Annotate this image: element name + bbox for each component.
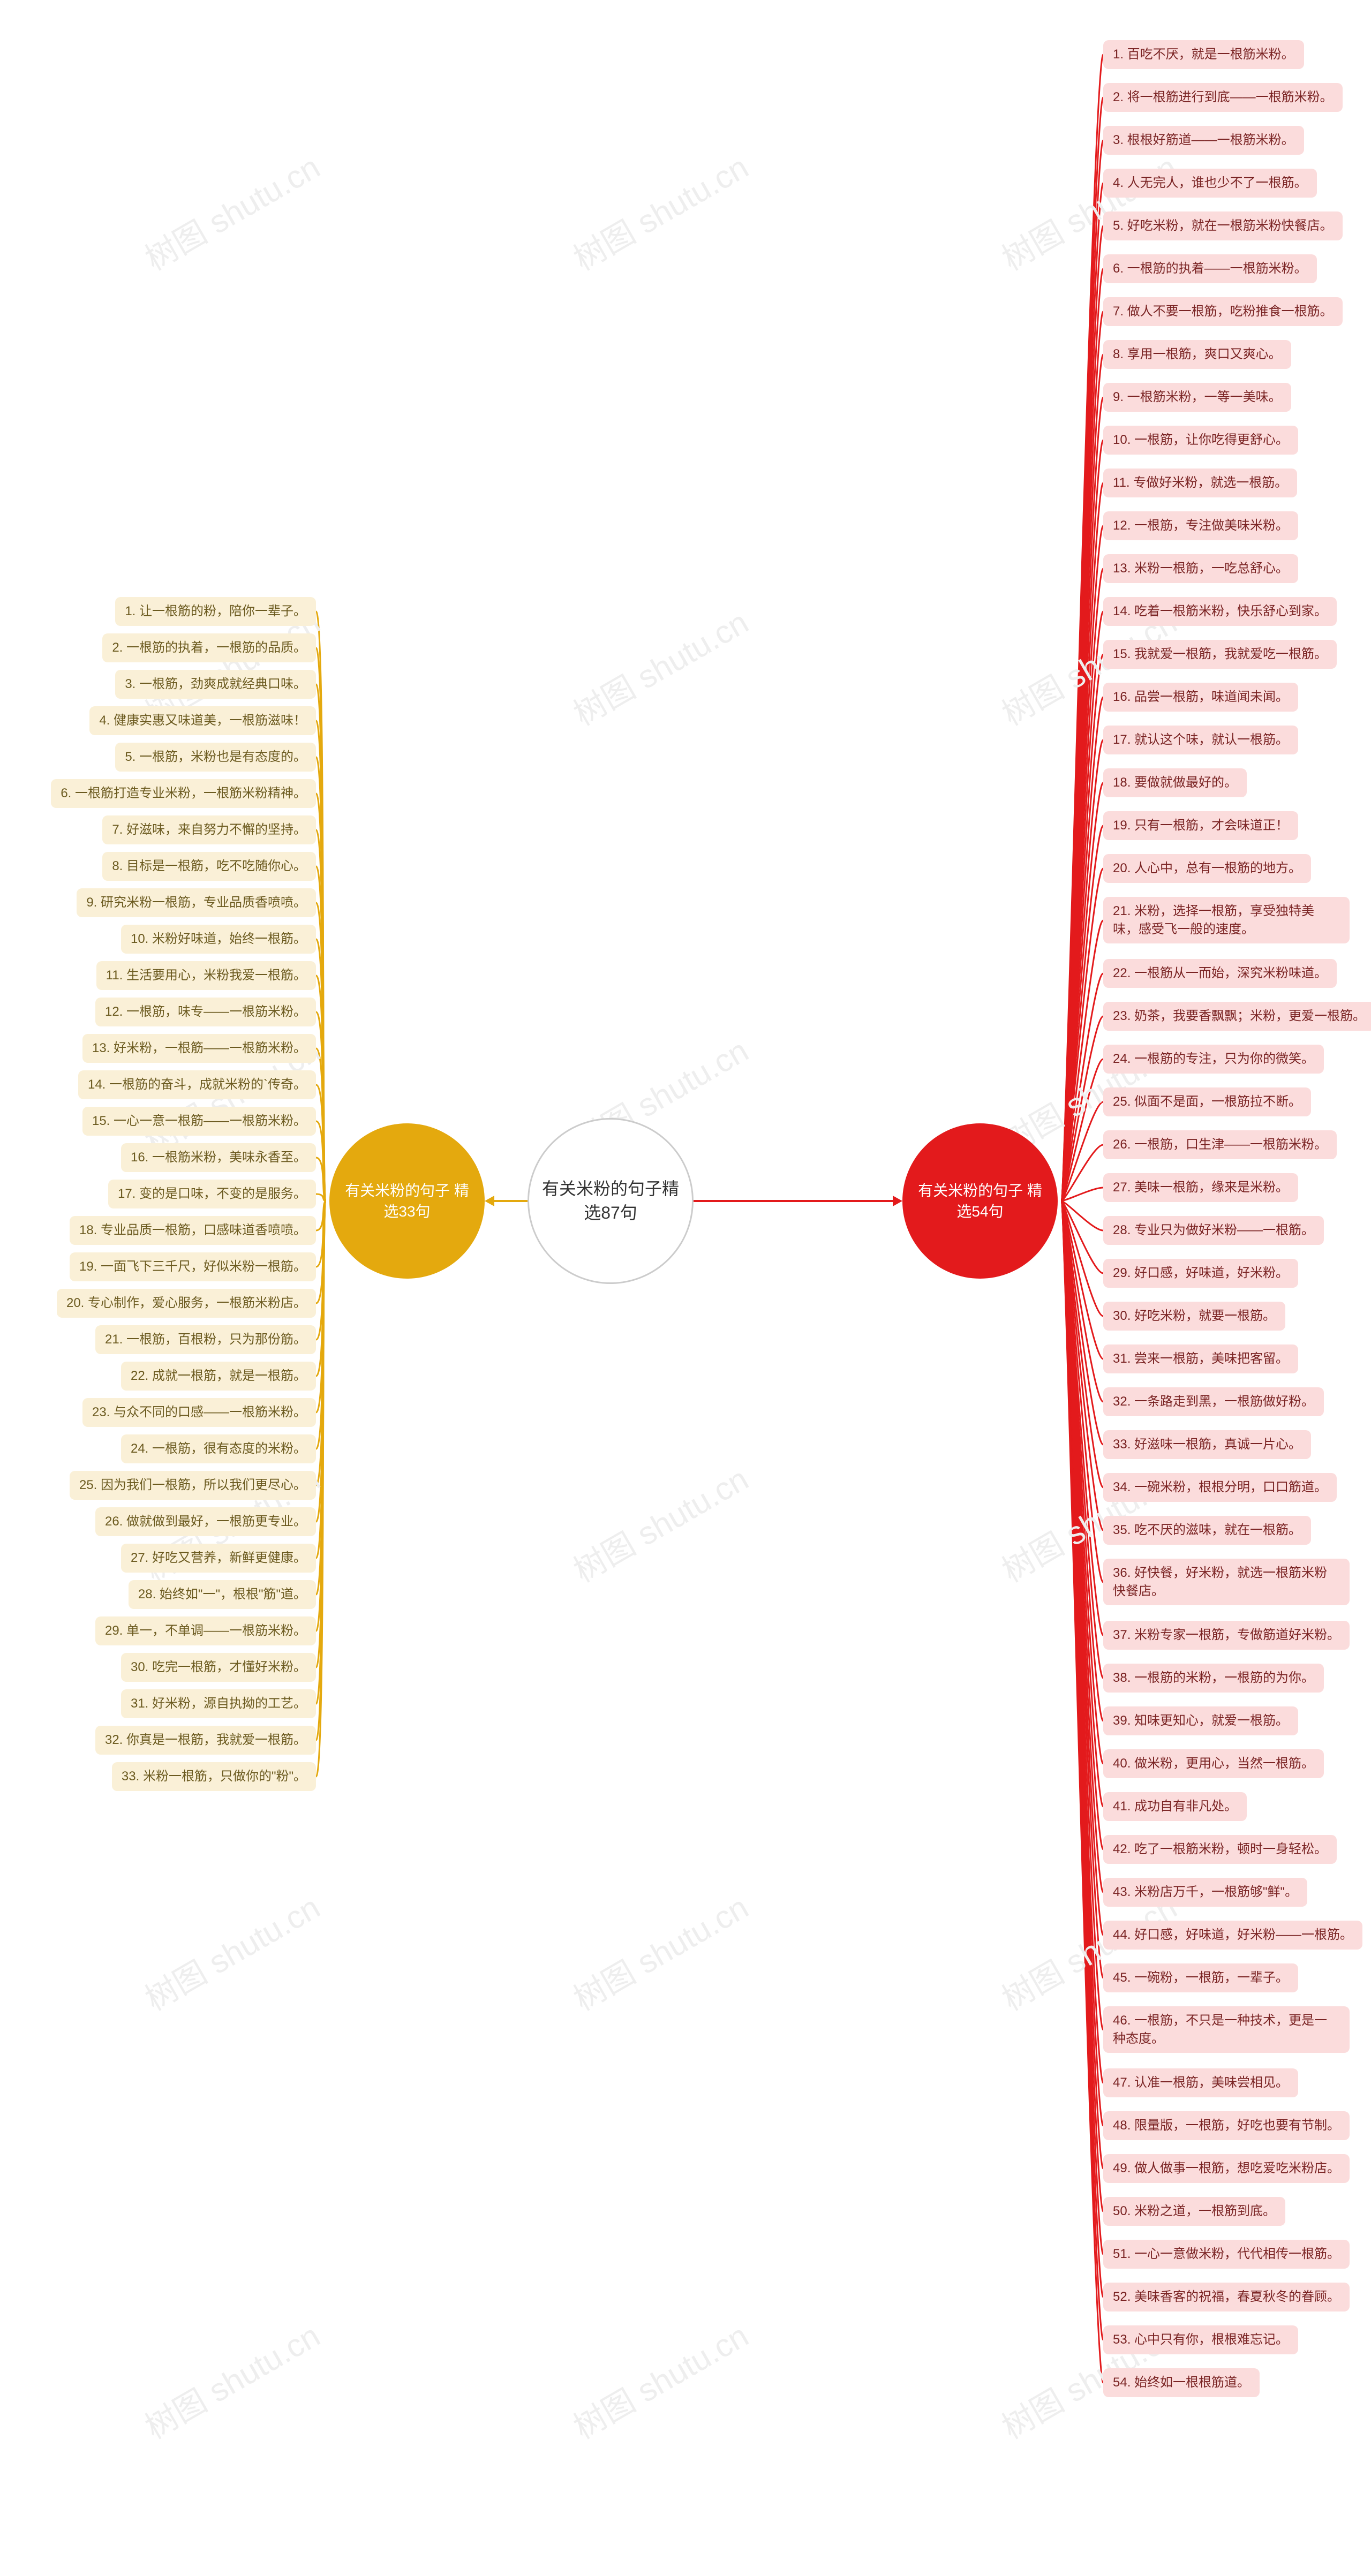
- left-leaf[interactable]: 24. 一根筋，很有态度的米粉。: [121, 1434, 316, 1463]
- left-leaf[interactable]: 26. 做就做到最好，一根筋更专业。: [95, 1507, 316, 1536]
- left-leaf[interactable]: 14. 一根筋的奋斗，成就米粉的`传奇。: [78, 1070, 316, 1099]
- left-leaf[interactable]: 3. 一根筋，劲爽成就经典口味。: [115, 670, 316, 699]
- right-leaf[interactable]: 9. 一根筋米粉，一等一美味。: [1103, 383, 1291, 412]
- left-leaf[interactable]: 23. 与众不同的口感——一根筋米粉。: [82, 1398, 316, 1427]
- root-node[interactable]: 有关米粉的句子精选87句: [528, 1118, 694, 1284]
- right-leaf[interactable]: 42. 吃了一根筋米粉，顿时一身轻松。: [1103, 1835, 1337, 1864]
- right-leaf[interactable]: 11. 专做好米粉，就选一根筋。: [1103, 469, 1297, 497]
- right-leaf[interactable]: 26. 一根筋，口生津——一根筋米粉。: [1103, 1130, 1337, 1159]
- right-leaf[interactable]: 38. 一根筋的米粉，一根筋的为你。: [1103, 1664, 1324, 1693]
- right-leaf[interactable]: 18. 要做就做最好的。: [1103, 768, 1247, 797]
- left-leaf[interactable]: 18. 专业品质一根筋，口感味道香喷喷。: [70, 1216, 316, 1245]
- right-branch-node[interactable]: 有关米粉的句子 精选54句: [902, 1123, 1058, 1279]
- left-leaf[interactable]: 5. 一根筋，米粉也是有态度的。: [115, 743, 316, 772]
- left-leaf[interactable]: 21. 一根筋，百根粉，只为那份筋。: [95, 1325, 316, 1354]
- right-leaf[interactable]: 49. 做人做事一根筋，想吃爱吃米粉店。: [1103, 2154, 1350, 2183]
- left-leaf[interactable]: 13. 好米粉，一根筋——一根筋米粉。: [82, 1034, 316, 1063]
- right-leaf[interactable]: 45. 一碗粉，一根筋，一辈子。: [1103, 1963, 1298, 1992]
- left-leaf[interactable]: 1. 让一根筋的粉，陪你一辈子。: [115, 597, 316, 626]
- left-leaf[interactable]: 16. 一根筋米粉，美味永香至。: [121, 1143, 316, 1172]
- left-leaf[interactable]: 8. 目标是一根筋，吃不吃随你心。: [102, 852, 316, 881]
- right-leaf[interactable]: 29. 好口感，好味道，好米粉。: [1103, 1259, 1298, 1288]
- right-leaf[interactable]: 36. 好快餐，好米粉，就选一根筋米粉快餐店。: [1103, 1559, 1350, 1605]
- right-leaf[interactable]: 1. 百吃不厌，就是一根筋米粉。: [1103, 40, 1304, 69]
- left-leaf[interactable]: 6. 一根筋打造专业米粉，一根筋米粉精神。: [51, 779, 316, 808]
- right-leaf[interactable]: 51. 一心一意做米粉，代代相传一根筋。: [1103, 2240, 1350, 2269]
- left-leaf[interactable]: 31. 好米粉，源自执拗的工艺。: [121, 1689, 316, 1718]
- right-leaf[interactable]: 3. 根根好筋道——一根筋米粉。: [1103, 126, 1304, 155]
- right-leaf[interactable]: 24. 一根筋的专注，只为你的微笑。: [1103, 1045, 1324, 1074]
- right-leaf[interactable]: 5. 好吃米粉，就在一根筋米粉快餐店。: [1103, 211, 1343, 240]
- right-leaf[interactable]: 10. 一根筋，让你吃得更舒心。: [1103, 426, 1298, 455]
- right-leaf[interactable]: 22. 一根筋从一而始，深究米粉味道。: [1103, 959, 1337, 988]
- left-leaf[interactable]: 28. 始终如"一"，根根"筋"道。: [129, 1580, 316, 1609]
- right-leaf[interactable]: 27. 美味一根筋，缘来是米粉。: [1103, 1173, 1298, 1202]
- right-leaf[interactable]: 12. 一根筋，专注做美味米粉。: [1103, 511, 1298, 540]
- right-leaf[interactable]: 33. 好滋味一根筋，真诚一片心。: [1103, 1430, 1311, 1459]
- right-leaf[interactable]: 32. 一条路走到黑，一根筋做好粉。: [1103, 1387, 1324, 1416]
- left-leaf[interactable]: 29. 单一，不单调——一根筋米粉。: [95, 1616, 316, 1645]
- right-leaf[interactable]: 15. 我就爱一根筋，我就爱吃一根筋。: [1103, 640, 1337, 669]
- right-leaf[interactable]: 7. 做人不要一根筋，吃粉推食一根筋。: [1103, 297, 1343, 326]
- right-leaf[interactable]: 50. 米粉之道，一根筋到底。: [1103, 2197, 1285, 2226]
- left-leaf[interactable]: 32. 你真是一根筋，我就爱一根筋。: [95, 1726, 316, 1755]
- right-leaf[interactable]: 19. 只有一根筋，才会味道正！: [1103, 811, 1298, 840]
- right-leaf[interactable]: 13. 米粉一根筋，一吃总舒心。: [1103, 554, 1298, 583]
- right-leaf[interactable]: 43. 米粉店万千，一根筋够"鲜"。: [1103, 1878, 1307, 1907]
- left-leaf[interactable]: 4. 健康实惠又味道美，一根筋滋味！: [89, 706, 316, 735]
- left-leaf[interactable]: 17. 变的是口味，不变的是服务。: [108, 1180, 316, 1208]
- right-leaf[interactable]: 16. 品尝一根筋，味道闻未闻。: [1103, 683, 1298, 712]
- right-leaf[interactable]: 31. 尝来一根筋，美味把客留。: [1103, 1344, 1298, 1373]
- left-branch-node[interactable]: 有关米粉的句子 精选33句: [329, 1123, 485, 1279]
- right-leaf[interactable]: 25. 似面不是面，一根筋拉不断。: [1103, 1087, 1311, 1116]
- left-leaf[interactable]: 30. 吃完一根筋，才懂好米粉。: [121, 1653, 316, 1682]
- right-leaf[interactable]: 4. 人无完人，谁也少不了一根筋。: [1103, 169, 1317, 198]
- right-leaf[interactable]: 6. 一根筋的执着——一根筋米粉。: [1103, 254, 1317, 283]
- left-leaf[interactable]: 2. 一根筋的执着，一根筋的品质。: [102, 633, 316, 662]
- right-leaf[interactable]: 28. 专业只为做好米粉——一根筋。: [1103, 1216, 1324, 1245]
- right-leaf[interactable]: 39. 知味更知心，就爱一根筋。: [1103, 1706, 1298, 1735]
- left-leaf[interactable]: 7. 好滋味，来自努力不懈的坚持。: [102, 815, 316, 844]
- left-leaf[interactable]: 25. 因为我们一根筋，所以我们更尽心。: [70, 1471, 316, 1500]
- right-leaf[interactable]: 35. 吃不厌的滋味，就在一根筋。: [1103, 1516, 1311, 1545]
- right-leaf[interactable]: 40. 做米粉，更用心，当然一根筋。: [1103, 1749, 1324, 1778]
- right-leaf[interactable]: 54. 始终如一根根筋道。: [1103, 2368, 1260, 2397]
- right-leaf[interactable]: 14. 吃着一根筋米粉，快乐舒心到家。: [1103, 597, 1337, 626]
- right-leaf[interactable]: 37. 米粉专家一根筋，专做筋道好米粉。: [1103, 1621, 1350, 1650]
- right-leaf[interactable]: 41. 成功自有非凡处。: [1103, 1792, 1247, 1821]
- left-leaf[interactable]: 22. 成就一根筋，就是一根筋。: [121, 1362, 316, 1391]
- left-leaf[interactable]: 33. 米粉一根筋，只做你的"粉"。: [112, 1762, 316, 1791]
- left-leaf[interactable]: 11. 生活要用心，米粉我爱一根筋。: [96, 961, 316, 990]
- right-leaf[interactable]: 52. 美味香客的祝福，春夏秋冬的眷顾。: [1103, 2283, 1350, 2311]
- left-leaf[interactable]: 9. 研究米粉一根筋，专业品质香喷喷。: [77, 888, 316, 917]
- right-leaf[interactable]: 17. 就认这个味，就认一根筋。: [1103, 726, 1298, 754]
- right-leaf[interactable]: 48. 限量版，一根筋，好吃也要有节制。: [1103, 2111, 1350, 2140]
- right-leaf[interactable]: 20. 人心中，总有一根筋的地方。: [1103, 854, 1311, 883]
- right-leaf[interactable]: 23. 奶茶，我要香飘飘；米粉，更爱一根筋。: [1103, 1002, 1371, 1031]
- left-leaf[interactable]: 12. 一根筋，味专——一根筋米粉。: [95, 998, 316, 1026]
- mindmap-canvas: 树图 shutu.cn树图 shutu.cn树图 shutu.cn树图 shut…: [0, 0, 1371, 2576]
- left-leaf[interactable]: 27. 好吃又营养，新鲜更健康。: [121, 1544, 316, 1573]
- right-leaf[interactable]: 30. 好吃米粉，就要一根筋。: [1103, 1302, 1285, 1331]
- right-leaf[interactable]: 34. 一碗米粉，根根分明，口口筋道。: [1103, 1473, 1337, 1502]
- right-leaf[interactable]: 21. 米粉，选择一根筋，享受独特美味，感受飞一般的速度。: [1103, 897, 1350, 943]
- left-leaf[interactable]: 15. 一心一意一根筋——一根筋米粉。: [82, 1107, 316, 1136]
- left-leaf[interactable]: 20. 专心制作，爱心服务，一根筋米粉店。: [57, 1289, 316, 1318]
- left-leaf[interactable]: 19. 一面飞下三千尺，好似米粉一根筋。: [70, 1252, 316, 1281]
- right-leaf[interactable]: 44. 好口感，好味道，好米粉——一根筋。: [1103, 1921, 1362, 1950]
- right-leaf[interactable]: 53. 心中只有你，根根难忘记。: [1103, 2325, 1298, 2354]
- right-leaf[interactable]: 2. 将一根筋进行到底——一根筋米粉。: [1103, 83, 1343, 112]
- right-leaf[interactable]: 46. 一根筋，不只是一种技术，更是一种态度。: [1103, 2006, 1350, 2053]
- right-leaf[interactable]: 8. 享用一根筋，爽口又爽心。: [1103, 340, 1291, 369]
- right-leaf[interactable]: 47. 认准一根筋，美味尝相见。: [1103, 2068, 1298, 2097]
- left-leaf[interactable]: 10. 米粉好味道，始终一根筋。: [121, 925, 316, 954]
